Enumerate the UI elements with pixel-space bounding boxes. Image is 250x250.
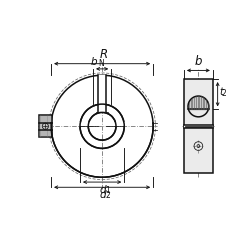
Text: b: b — [195, 55, 202, 68]
Text: 1: 1 — [106, 186, 110, 194]
Bar — [184, 79, 213, 174]
Text: R: R — [100, 48, 108, 61]
Bar — [38, 115, 52, 138]
Bar — [98, 112, 106, 113]
Text: d: d — [100, 185, 106, 195]
Text: t: t — [219, 87, 223, 97]
Text: N: N — [99, 59, 104, 68]
Text: 2: 2 — [221, 89, 226, 98]
Bar — [184, 124, 213, 128]
Bar — [98, 104, 106, 112]
Text: b: b — [91, 57, 97, 67]
Text: d: d — [100, 190, 106, 200]
Text: 2: 2 — [106, 191, 110, 200]
Bar — [98, 75, 106, 104]
